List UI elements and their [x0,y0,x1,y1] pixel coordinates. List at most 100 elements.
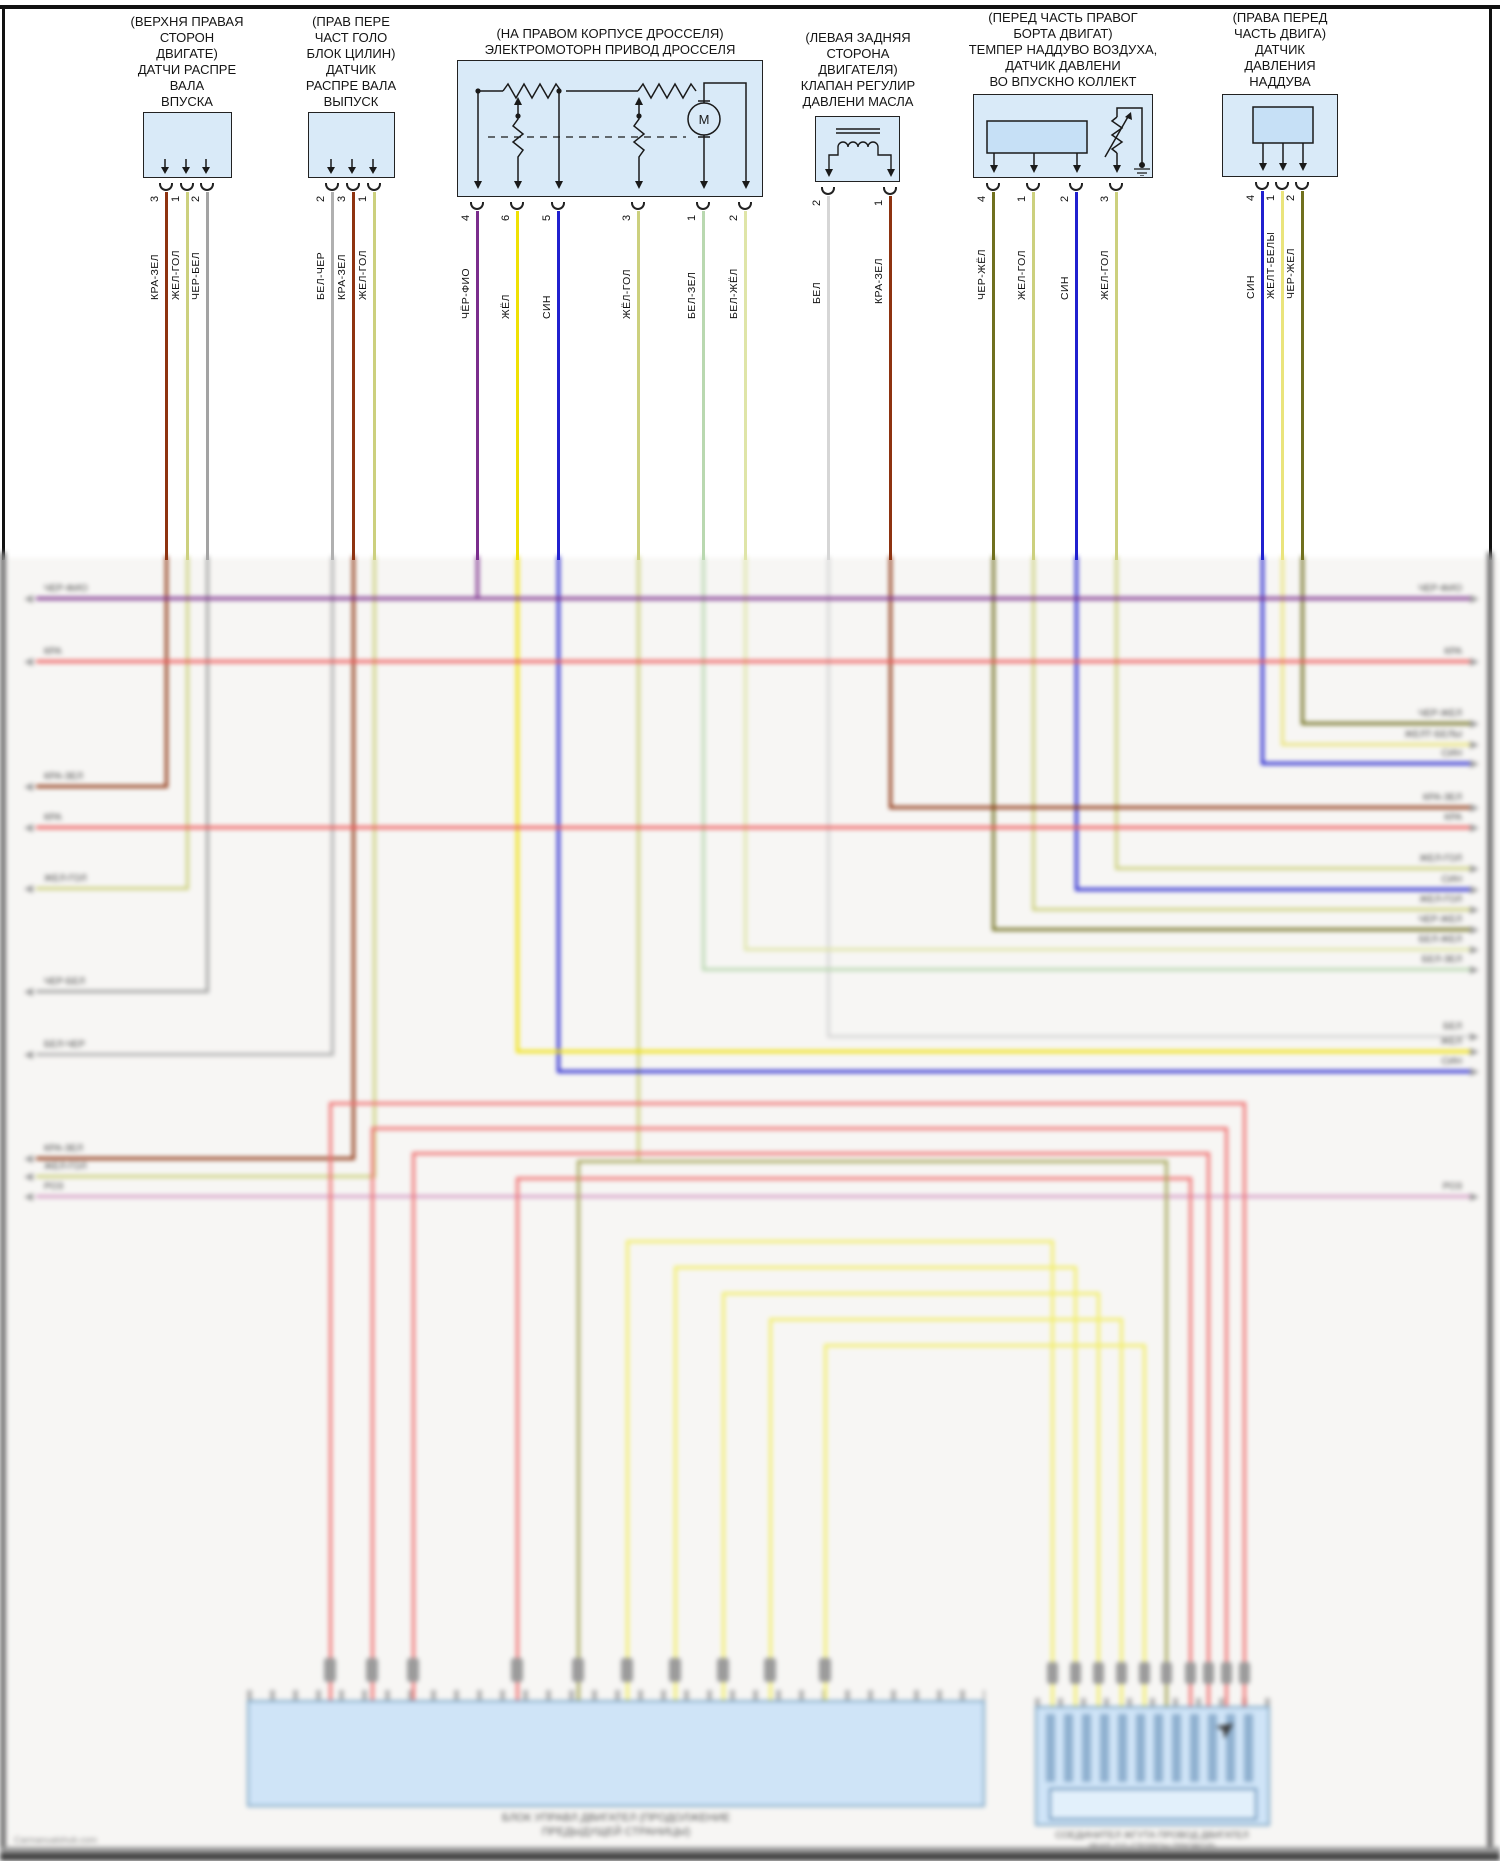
component-label: (ПРАВА ПЕРЕД ЧАСТЬ ДВИГА) ДАТЧИК ДАВЛЕНИ… [1232,10,1328,89]
throttle-motor-symbol: M [474,82,750,189]
wire-color-label: КРА-ЗЕЛ [149,254,161,300]
edge-arrow-right [1470,1033,1479,1041]
page-border-right-blurred [1487,552,1493,1852]
component-box [1222,94,1338,177]
solenoid-coil-symbol [825,128,895,177]
wire-segment [372,192,376,560]
wire-segment [351,192,355,560]
row-label-right: РОЗ [1442,1181,1462,1192]
component-box [815,116,900,182]
component-label: (ВЕРХНЯ ПРАВАЯ СТОРОН ДВИГАТЕ) ДАТЧИ РАС… [130,14,244,109]
bus-row [1262,762,1470,765]
bus-row [36,1175,374,1178]
nest-wire-vertical [1142,1344,1146,1706]
harness-caption-line1: СОЕДИНИТЕЛ ЖГУТА ПРОВОД ДВИГАТЕЛ [1055,1830,1249,1841]
bus-row [1302,722,1470,725]
nest-wire-vertical [673,1266,677,1700]
page-border-top [0,5,1500,9]
wire-segment-blurred [1260,556,1264,765]
row-label-right: КРА-ЗЕЛ [1422,792,1462,803]
edge-arrow-right [1470,886,1479,894]
bus-row [703,968,1470,971]
wire-color-label: БЕЛ-ЧЕР [315,251,327,300]
wire-segment-blurred [1031,556,1035,911]
component-box [973,94,1153,178]
wire-segment-blurred [351,556,355,1160]
nest-wire-vertical [1242,1102,1246,1706]
nest-wire-vertical [1224,1127,1228,1706]
component-box [143,112,232,178]
wire-color-label: СИН [1245,275,1257,299]
wire-color-label: ЖЕЛ-ГОЛ [1016,250,1028,300]
edge-arrow-left [24,988,33,996]
wire-segment-blurred [1280,556,1284,746]
connector-cup [1255,182,1269,190]
inline-connector-stub [764,1658,776,1682]
wire-segment [1074,192,1078,560]
connector-cup [510,202,524,210]
edge-arrow-right [1470,804,1479,812]
bus-row [1076,888,1470,891]
component-box [308,112,395,178]
edge-arrow-left [24,1051,33,1059]
bus-row [36,887,187,890]
connector-cup [325,183,339,191]
connector-cup [551,202,565,210]
row-label-right: ЧЕР-ЖЕЛ [1418,708,1462,719]
nest-wire-horizontal [576,1160,1168,1163]
wire-segment-blurred [330,556,334,1056]
bus-row [745,948,1470,951]
wire-segment-blurred [991,556,995,931]
wire-color-label: СИН [1059,276,1071,300]
bus-row [828,1035,1470,1038]
nest-wire-vertical [328,1102,332,1700]
bus-row [36,1157,353,1160]
edge-arrow-right [1470,1068,1479,1076]
wire-segment [475,211,479,560]
edge-arrow-left [24,1155,33,1163]
edge-arrow-right [1470,865,1479,873]
nest-wire-horizontal [411,1152,1210,1155]
row-label-left: КРА-ЗЕЛ [44,1143,84,1154]
row-label-right: ЖЕЛ [1440,1036,1462,1047]
bus-row [36,1053,332,1056]
row-label-right: КРА [1444,812,1462,823]
nest-wire-horizontal [328,1102,1246,1105]
row-label-right: БЕЛ-ЗЕЛ [1421,954,1462,965]
wire-segment [701,211,705,560]
inline-connector-stub [1138,1662,1150,1684]
harness-connector-box [1035,1706,1270,1826]
row-label-right: ЖЕЛ-ГОЛ [1419,894,1462,905]
wire-color-label: ЖЁЛ-ГОЛ [621,269,633,319]
wire-color-label: ЖЕЛ-ГОЛ [170,250,182,300]
bus-row [36,597,1470,600]
component-label: (НА ПРАВОМ КОРПУСЕ ДРОССЕЛЯ) ЭЛЕКТРОМОТО… [484,26,736,57]
component-label: (ЛЕВАЯ ЗАДНЯЯ СТОРОНА ДВИГАТЕЛЯ) КЛАПАН … [800,30,916,109]
nest-wire-horizontal [515,1177,1192,1180]
wire-segment-blurred [556,556,560,1073]
wire-segment [515,211,519,560]
edge-arrow-right [1470,1048,1479,1056]
nest-wire-vertical [1188,1177,1192,1706]
component-box: M [457,60,763,197]
wire-color-label: ЖЕЛ-ГОЛ [357,250,369,300]
inline-connector-stub [1092,1662,1104,1684]
harness-caption-line2: (ВИД СО СТОРОН ПРОВОД) [1088,1842,1216,1853]
wire-color-label: КРА-ЗЕЛ [336,254,348,300]
row-label-left: КРА [44,812,62,823]
wire-color-label: КРА-ЗЕЛ [873,258,885,304]
wire-segment [164,192,168,560]
wire-color-label: БЕЛ [811,282,823,304]
nest-wire-vertical [625,1240,629,1700]
inline-connector-stub [1069,1662,1081,1684]
bus-row [1033,908,1470,911]
wire-color-label: СИН [541,295,553,319]
row-label-right: ЖЕЛТ-БЕЛЫ [1404,729,1462,740]
edge-arrow-right [1470,595,1479,603]
row-label-left: ЖЕЛ-ГОЛ [44,1161,87,1172]
wire-segment [205,192,209,560]
nest-wire-vertical [721,1292,725,1700]
footer-bar-dark [0,1853,1500,1861]
watermark: Carmanualshub.com [14,1835,98,1845]
